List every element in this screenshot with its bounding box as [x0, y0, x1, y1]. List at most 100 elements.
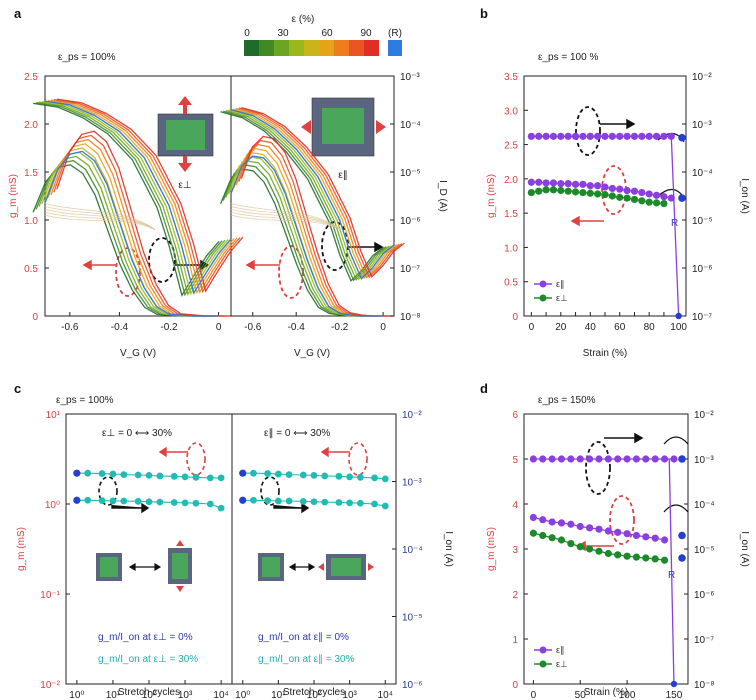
data-point-r	[678, 133, 686, 142]
data-point	[321, 498, 329, 506]
data-point	[371, 500, 378, 508]
x-tick-label: 60	[614, 322, 626, 333]
data-point	[660, 556, 669, 564]
y-tick-label: 6	[512, 410, 518, 421]
y-tick-label: 10⁻²	[402, 410, 422, 421]
x-tick-label: 10⁴	[213, 690, 228, 700]
y-tick-label: 10⁻⁸	[694, 680, 715, 691]
data-point	[632, 553, 641, 561]
data-point	[638, 188, 646, 197]
panel-b-legend: ε∥ ε⊥	[534, 279, 568, 303]
data-point	[98, 497, 106, 505]
offstate-curve	[44, 203, 156, 230]
data-point	[564, 187, 572, 195]
data-point	[623, 530, 631, 538]
data-point	[660, 536, 669, 544]
data-point	[645, 190, 653, 198]
data-point	[156, 498, 164, 506]
panel-c-left-note-2: g_m/I_on at ε⊥ = 30%	[98, 654, 198, 665]
data-point	[623, 194, 631, 202]
highlight-ellipse	[260, 476, 280, 506]
y-tick-label: 2.5	[504, 141, 518, 152]
y-tick-label: 10⁻³	[694, 455, 714, 466]
data-point	[652, 199, 661, 207]
id-curve	[53, 98, 241, 294]
legend-label: ε∥	[556, 645, 565, 655]
data-point-start	[239, 496, 247, 504]
y-tick-label: 2	[512, 590, 518, 601]
data-point	[608, 184, 616, 193]
data-point	[604, 549, 612, 558]
data-point	[567, 520, 575, 528]
panel-a-ylabel-right: I_D (A)	[437, 180, 448, 212]
y-tick-label: 1.0	[24, 216, 38, 227]
stretch-arrow-icon	[301, 120, 386, 134]
gm-curve	[240, 135, 394, 317]
data-point	[381, 475, 389, 483]
panel-c: ε_ps = 100% ε⊥ = 0 ⟷ 30% ε∥ = 0 ⟷ 30% g_…	[16, 395, 454, 698]
data-point	[651, 555, 659, 563]
data-point	[660, 132, 668, 140]
highlight-ellipse	[609, 495, 635, 545]
y-tick-label: 10⁻⁶	[402, 680, 423, 691]
data-point	[529, 513, 537, 522]
data-point	[206, 474, 214, 482]
y-tick-label: 10⁻⁴	[400, 120, 421, 131]
data-point	[616, 185, 624, 193]
offstate-curve	[230, 211, 342, 230]
y-tick-label: 10⁻⁶	[694, 590, 715, 601]
data-point	[595, 455, 603, 463]
x-tick-label: 0	[531, 690, 537, 700]
data-point	[529, 529, 537, 537]
id-curve	[47, 99, 235, 295]
x-tick-label: 10²	[307, 690, 322, 700]
data-point	[571, 180, 580, 188]
data-point	[192, 473, 200, 481]
data-point	[594, 190, 602, 198]
double-arrow-icon	[288, 562, 316, 572]
data-point	[181, 499, 189, 507]
y-tick-label: 10⁻⁴	[694, 500, 715, 511]
panel-c-right-header: ε∥ = 0 ⟷ 30%	[264, 428, 330, 439]
data-point	[548, 518, 556, 526]
gm-curve	[225, 160, 378, 317]
y-tick-label: 2.5	[24, 72, 38, 83]
offstate-curve	[230, 203, 342, 230]
data-point	[542, 179, 550, 187]
data-point	[579, 180, 587, 188]
data-point	[645, 132, 653, 140]
data-point	[335, 499, 343, 506]
panel-a-right-label: ε∥	[338, 170, 347, 181]
data-point	[548, 455, 556, 463]
data-point	[539, 516, 547, 524]
data-point	[667, 132, 675, 140]
data-point	[264, 497, 272, 505]
x-tick-label: 40	[585, 322, 597, 333]
data-point	[651, 534, 659, 542]
y-tick-label: 10⁻⁶	[400, 216, 421, 227]
y-tick-label: 0.5	[504, 278, 518, 289]
right-arrow-icon	[111, 502, 150, 514]
offstate-curve	[230, 214, 342, 230]
x-tick-label: 20	[555, 322, 567, 333]
data-point	[642, 554, 650, 562]
data-point	[604, 455, 612, 463]
x-tick-label: -0.6	[61, 322, 79, 333]
data-point	[527, 132, 535, 140]
left-arrow-icon	[320, 446, 350, 458]
offstate-curve	[230, 206, 342, 230]
colorbar-tick: 0	[244, 28, 250, 39]
data-point	[274, 470, 282, 478]
colorbar-swatch	[349, 40, 364, 56]
data-point	[542, 186, 550, 194]
data-point	[535, 132, 543, 140]
colorbar-r-label: (R)	[388, 28, 402, 39]
data-point	[321, 472, 329, 480]
y-tick-label: 10⁻³	[400, 72, 420, 83]
colorbar-swatch	[259, 40, 274, 56]
id-curve	[233, 108, 397, 280]
data-point	[371, 474, 378, 482]
data-point	[642, 533, 650, 541]
data-point	[539, 455, 547, 463]
data-point	[660, 193, 668, 201]
